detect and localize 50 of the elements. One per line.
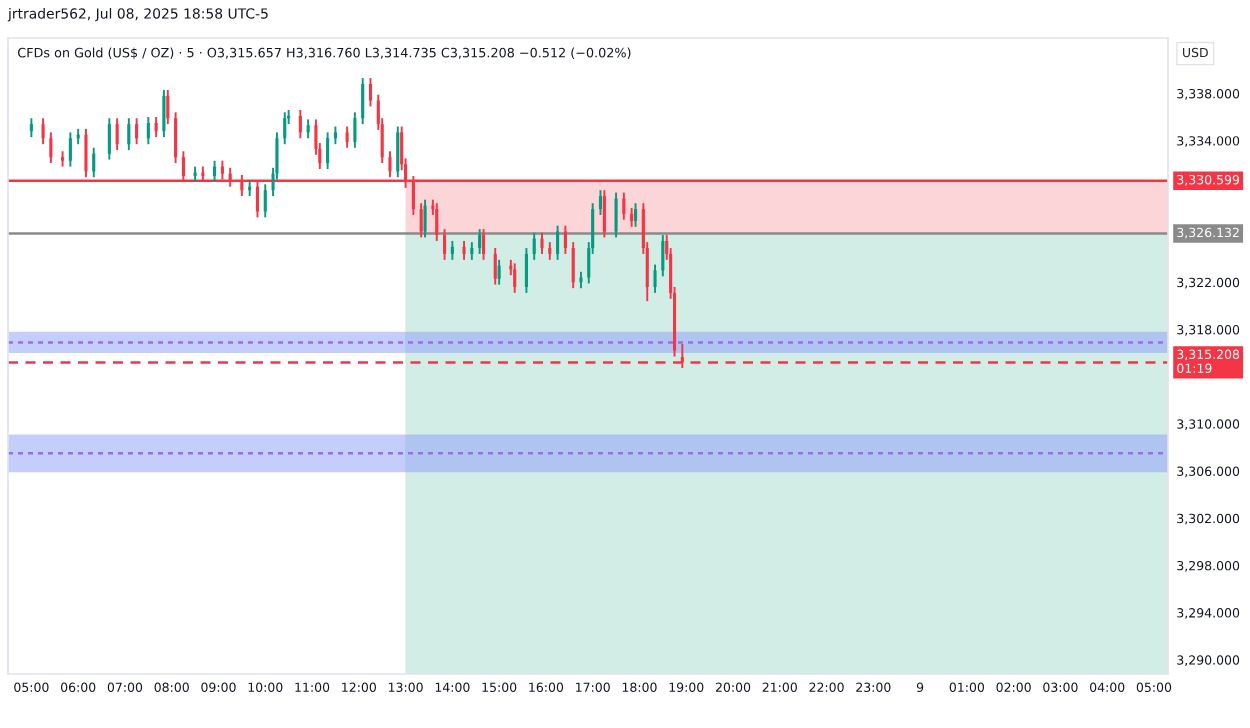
candlestick	[435, 202, 439, 242]
candlestick	[306, 118, 310, 140]
candlestick	[49, 131, 53, 165]
candlestick	[540, 231, 544, 255]
candlestick	[614, 191, 618, 239]
candlestick	[524, 247, 528, 294]
candlestick	[41, 117, 45, 146]
candlestick	[68, 131, 72, 168]
candlestick	[622, 191, 626, 221]
candlestick	[92, 146, 96, 179]
candlestick	[107, 117, 111, 161]
candlestick	[29, 117, 33, 139]
candlestick	[213, 159, 217, 183]
candlestick	[283, 111, 287, 146]
candlestick	[162, 88, 166, 139]
candlestick	[633, 202, 638, 228]
candlestick	[127, 117, 131, 152]
candlestick	[602, 189, 606, 239]
candlestick	[263, 183, 267, 219]
candlestick	[353, 111, 357, 149]
candlestick	[326, 131, 330, 170]
candlestick	[478, 228, 482, 255]
candlestick	[630, 206, 634, 228]
candlestick	[368, 77, 373, 108]
candlestick	[154, 116, 158, 139]
candlestick	[450, 239, 454, 261]
candlestick	[298, 109, 302, 140]
candlestick	[361, 77, 365, 126]
candlestick	[115, 117, 119, 152]
candlestick	[653, 263, 657, 294]
candlestick	[481, 228, 486, 261]
candlestick	[396, 125, 400, 179]
candlestick	[598, 189, 603, 216]
candlestick	[493, 247, 497, 286]
candlestick	[462, 239, 466, 261]
candlestick	[556, 224, 560, 261]
candlestick	[497, 258, 501, 286]
candlestick	[563, 224, 567, 255]
candlestick	[345, 125, 349, 149]
candlestick	[423, 198, 427, 239]
candlestick	[532, 231, 536, 261]
candlestick	[661, 234, 665, 278]
candlestick	[513, 262, 517, 294]
candlestick	[443, 228, 447, 261]
candlestick	[174, 111, 178, 165]
candlestick	[146, 116, 150, 146]
candlestick	[571, 241, 575, 290]
candlestick	[166, 88, 170, 126]
candlestick	[135, 117, 139, 146]
candlestick	[419, 202, 423, 239]
